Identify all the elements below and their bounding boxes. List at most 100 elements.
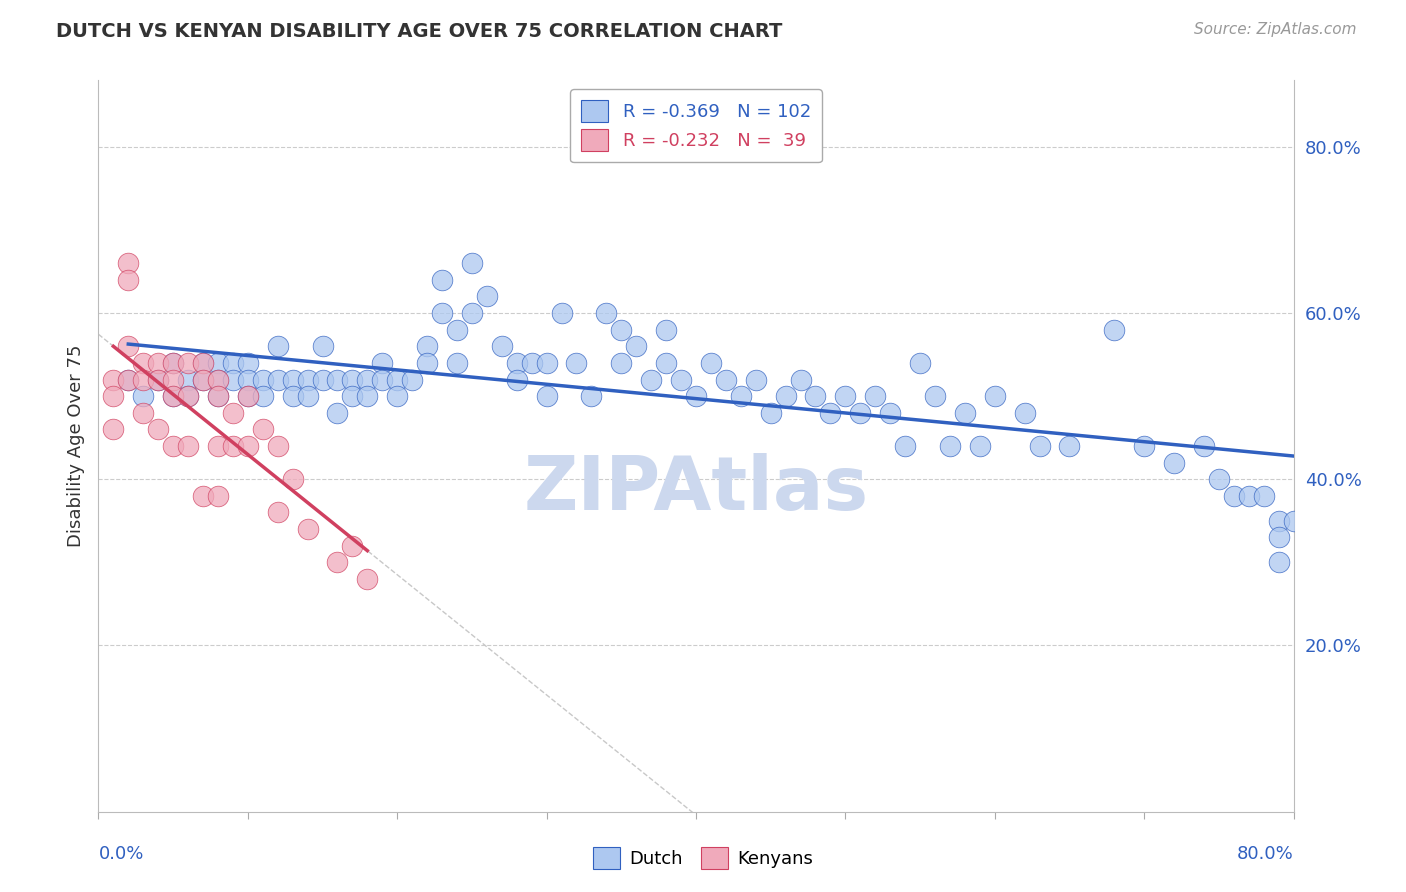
Point xyxy=(1282,514,1305,528)
Point xyxy=(252,389,274,403)
Point xyxy=(610,323,633,337)
Point xyxy=(207,439,229,453)
Point xyxy=(1223,489,1246,503)
Point xyxy=(236,356,259,370)
Point xyxy=(117,372,139,386)
Point xyxy=(236,372,259,386)
Point xyxy=(191,372,214,386)
Point xyxy=(491,339,513,353)
Point xyxy=(207,372,229,386)
Point xyxy=(536,389,558,403)
Point xyxy=(1267,530,1289,544)
Point xyxy=(775,389,797,403)
Point xyxy=(865,389,887,403)
Point xyxy=(177,389,200,403)
Point xyxy=(191,489,214,503)
Point xyxy=(162,356,184,370)
Point xyxy=(117,339,139,353)
Point xyxy=(177,372,200,386)
Point xyxy=(117,372,139,386)
Point xyxy=(1267,555,1289,569)
Point xyxy=(879,406,901,420)
Point xyxy=(371,372,394,386)
Point xyxy=(371,356,394,370)
Point xyxy=(103,389,125,403)
Point xyxy=(969,439,991,453)
Point xyxy=(385,372,409,386)
Text: 80.0%: 80.0% xyxy=(1237,845,1294,863)
Point xyxy=(342,372,364,386)
Point xyxy=(297,522,319,536)
Point xyxy=(148,356,170,370)
Point xyxy=(103,372,125,386)
Point xyxy=(610,356,633,370)
Point xyxy=(207,389,229,403)
Point xyxy=(1253,489,1275,503)
Point xyxy=(939,439,962,453)
Point xyxy=(669,372,692,386)
Point xyxy=(714,372,737,386)
Point xyxy=(430,273,453,287)
Point xyxy=(1104,323,1126,337)
Point xyxy=(207,372,229,386)
Point xyxy=(162,439,184,453)
Point xyxy=(326,555,349,569)
Point xyxy=(281,372,304,386)
Point xyxy=(953,406,976,420)
Point xyxy=(356,372,378,386)
Point xyxy=(117,256,139,270)
Point xyxy=(177,389,200,403)
Point xyxy=(640,372,662,386)
Point xyxy=(595,306,617,320)
Point xyxy=(700,356,723,370)
Point xyxy=(326,406,349,420)
Point xyxy=(267,372,290,386)
Point xyxy=(132,372,155,386)
Point xyxy=(685,389,707,403)
Point xyxy=(148,372,170,386)
Point xyxy=(1208,472,1230,486)
Point xyxy=(446,356,468,370)
Point xyxy=(550,306,572,320)
Point xyxy=(236,389,259,403)
Point xyxy=(655,323,678,337)
Point xyxy=(267,506,290,520)
Point xyxy=(356,389,378,403)
Point xyxy=(148,422,170,436)
Point xyxy=(506,356,529,370)
Point xyxy=(789,372,811,386)
Point xyxy=(117,273,139,287)
Point xyxy=(1237,489,1260,503)
Point xyxy=(162,372,184,386)
Point xyxy=(222,372,245,386)
Legend: Dutch, Kenyans: Dutch, Kenyans xyxy=(586,839,820,876)
Point xyxy=(252,422,274,436)
Point xyxy=(506,372,529,386)
Point xyxy=(177,439,200,453)
Point xyxy=(236,439,259,453)
Point xyxy=(162,389,184,403)
Point xyxy=(267,339,290,353)
Point xyxy=(222,356,245,370)
Point xyxy=(730,389,752,403)
Point xyxy=(252,372,274,386)
Point xyxy=(236,389,259,403)
Point xyxy=(446,323,468,337)
Point xyxy=(565,356,588,370)
Point xyxy=(177,356,200,370)
Text: Source: ZipAtlas.com: Source: ZipAtlas.com xyxy=(1194,22,1357,37)
Point xyxy=(267,439,290,453)
Point xyxy=(520,356,543,370)
Point xyxy=(207,489,229,503)
Point xyxy=(191,356,214,370)
Point xyxy=(297,372,319,386)
Point xyxy=(1267,514,1289,528)
Point xyxy=(148,372,170,386)
Point xyxy=(804,389,827,403)
Point xyxy=(132,389,155,403)
Text: ZIPAtlas: ZIPAtlas xyxy=(523,453,869,526)
Point xyxy=(581,389,603,403)
Legend: R = -0.369   N = 102, R = -0.232   N =  39: R = -0.369 N = 102, R = -0.232 N = 39 xyxy=(571,89,821,162)
Point xyxy=(834,389,856,403)
Point xyxy=(1059,439,1081,453)
